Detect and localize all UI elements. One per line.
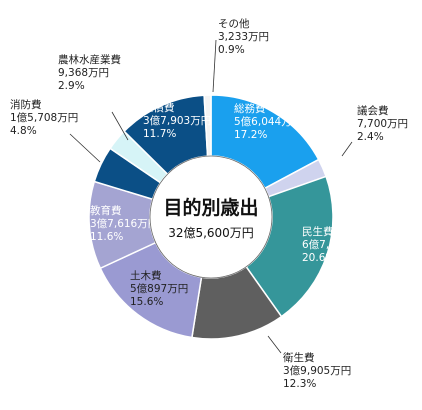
slice-label-percent: 15.6% xyxy=(130,296,163,308)
slice-label-amount: 3億7,616万円 xyxy=(90,217,158,230)
slice-label-name: 教育費 xyxy=(90,204,122,217)
slice-label-amount: 5億897万円 xyxy=(130,282,188,295)
slice-label-amount: 3億9,905万円 xyxy=(283,364,351,377)
slice-label-percent: 11.7% xyxy=(143,128,176,140)
slice-label-amount: 1億5,708万円 xyxy=(10,111,78,124)
slice-label-amount: 5億6,044万円 xyxy=(234,115,302,128)
slice-label-amount: 7,700万円 xyxy=(357,118,408,130)
slice-label-percent: 2.4% xyxy=(357,131,384,143)
slice-label-amount: 3億7,903万円 xyxy=(143,114,211,127)
donut-slices xyxy=(88,94,334,340)
slice-label-name: その他 xyxy=(218,17,250,30)
slice-label-name: 民生費 xyxy=(302,225,334,238)
slice-label-percent: 0.9% xyxy=(218,44,245,56)
slice-label-percent: 2.9% xyxy=(58,80,85,92)
slice-label-percent: 11.6% xyxy=(90,231,123,243)
slice-label-amount: 6億7,228万円 xyxy=(302,238,370,251)
leader-line xyxy=(111,111,129,141)
slice-label-percent: 20.6% xyxy=(302,252,335,264)
chart-title: 目的別歳出 xyxy=(163,196,258,219)
slice-label-percent: 17.2% xyxy=(234,129,267,141)
leader-lines xyxy=(69,39,353,354)
donut-hole xyxy=(149,155,273,279)
slice-label-percent: 4.8% xyxy=(10,125,37,137)
slice-label-amount: 3,233万円 xyxy=(218,31,269,43)
leader-line xyxy=(69,133,101,163)
leader-line xyxy=(267,335,282,354)
leader-line xyxy=(212,39,217,93)
chart-total: 32億5,600万円 xyxy=(168,226,254,240)
slice-label-amount: 9,368万円 xyxy=(58,67,109,79)
slice-label-name: 消防費 xyxy=(10,98,42,111)
slice-label-percent: 12.3% xyxy=(283,378,316,390)
slice-label-name: 衛生費 xyxy=(283,351,315,364)
slice-label-name: 土木費 xyxy=(130,269,162,282)
slice-label-name: 議会費 xyxy=(357,104,389,117)
slice-label-name: 公債費 xyxy=(143,101,175,114)
slice-label-name: 総務費 xyxy=(234,102,266,115)
leader-line xyxy=(341,141,353,157)
slice-label-name: 農林水産業費 xyxy=(58,53,121,66)
